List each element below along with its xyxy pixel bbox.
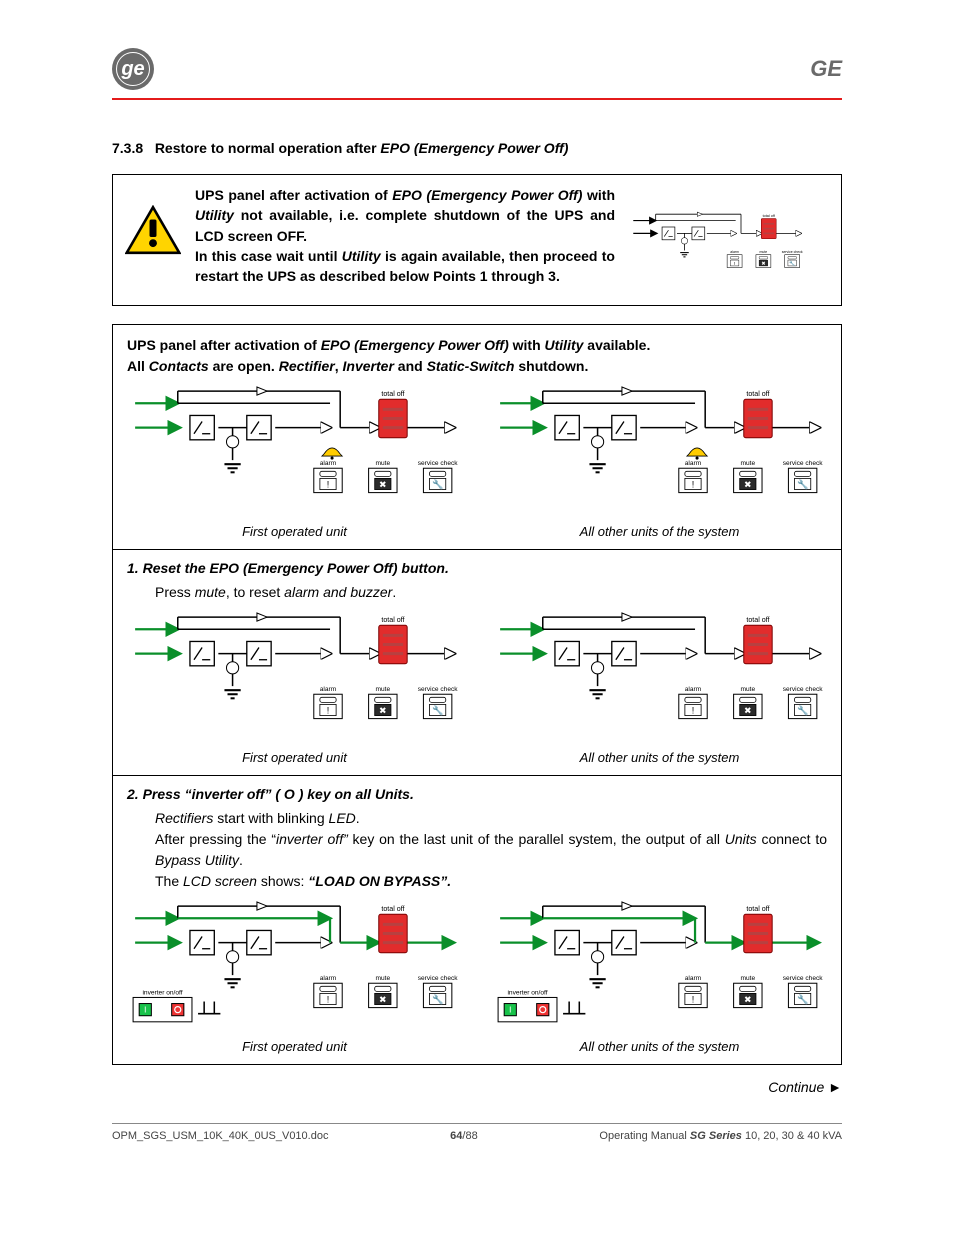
- caption-other: All other units of the system: [492, 524, 827, 539]
- svg-text:alarm: alarm: [685, 975, 702, 982]
- svg-text:mute: mute: [741, 975, 756, 982]
- svg-text:🔧: 🔧: [432, 478, 443, 489]
- svg-text:!: !: [327, 705, 330, 715]
- svg-text:mute: mute: [741, 460, 756, 467]
- svg-text:🔧: 🔧: [432, 993, 443, 1004]
- continue-label: Continue ►: [112, 1079, 842, 1095]
- svg-text:total off: total off: [381, 616, 404, 624]
- section-number: 7.3.8: [112, 140, 143, 156]
- svg-text:🔧: 🔧: [797, 478, 808, 489]
- footer-left: OPM_SGS_USM_10K_40K_0US_V010.doc: [112, 1130, 328, 1142]
- svg-text:!: !: [692, 705, 695, 715]
- caption-first: First operated unit: [127, 524, 462, 539]
- intro-diagram-first: total off alarm! mute ✖ service check 🔧 First…: [127, 385, 462, 539]
- svg-text:!: !: [692, 994, 695, 1004]
- page-footer: OPM_SGS_USM_10K_40K_0US_V010.doc 64/88 O…: [112, 1123, 842, 1142]
- svg-text:service check: service check: [418, 686, 459, 693]
- page-header: ge GE: [112, 48, 842, 90]
- ge-brand-text: GE: [810, 56, 842, 82]
- ge-logo-icon: ge: [112, 48, 154, 90]
- section-title-plain: Restore to normal operation after: [155, 140, 381, 156]
- main-procedure-box: UPS panel after activation of EPO (Emerg…: [112, 324, 842, 1065]
- svg-text:✖: ✖: [744, 994, 752, 1004]
- intro-text: UPS panel after activation of EPO (Emerg…: [127, 335, 827, 377]
- step2-diagram-first: total off alarm! mute ✖ service check 🔧 invert…: [127, 900, 462, 1054]
- svg-text:total off: total off: [381, 390, 404, 398]
- footer-page-number: 64/88: [328, 1130, 599, 1142]
- step2-cell: 2. Press “inverter off” ( O ) key on all…: [113, 775, 841, 1064]
- svg-text:mute: mute: [741, 686, 756, 693]
- svg-text:alarm: alarm: [320, 975, 337, 982]
- svg-text:alarm: alarm: [320, 686, 337, 693]
- svg-text:!: !: [327, 994, 330, 1004]
- svg-text:!: !: [734, 261, 735, 267]
- header-rule: [112, 98, 842, 100]
- intro-cell: UPS panel after activation of EPO (Emerg…: [113, 325, 841, 549]
- svg-text:✖: ✖: [761, 261, 765, 267]
- step1-body: Press mute, to reset alarm and buzzer.: [155, 582, 827, 603]
- svg-text:total off: total off: [763, 214, 776, 218]
- svg-text:service check: service check: [418, 975, 459, 982]
- step2-caption-other: All other units of the system: [492, 1039, 827, 1054]
- svg-text:total off: total off: [746, 390, 769, 398]
- svg-text:alarm: alarm: [685, 460, 702, 467]
- svg-text:service check: service check: [783, 975, 824, 982]
- svg-text:mute: mute: [376, 975, 391, 982]
- svg-text:!: !: [692, 479, 695, 489]
- svg-text:🔧: 🔧: [432, 704, 443, 715]
- svg-text:🔧: 🔧: [797, 704, 808, 715]
- svg-text:total off: total off: [381, 905, 404, 913]
- step1-caption-first: First operated unit: [127, 750, 462, 765]
- warning-text: UPS panel after activation of EPO (Emerg…: [195, 185, 615, 286]
- svg-text:✖: ✖: [379, 994, 387, 1004]
- step1-caption-other: All other units of the system: [492, 750, 827, 765]
- step1-diagram-other: total off alarm! mute ✖ service check 🔧 All o…: [492, 611, 827, 765]
- section-heading: 7.3.8 Restore to normal operation after …: [112, 140, 842, 156]
- svg-text:total off: total off: [746, 905, 769, 913]
- svg-text:✖: ✖: [379, 705, 387, 715]
- step1-diagram-first: total off alarm! mute ✖ service check 🔧 First…: [127, 611, 462, 765]
- warning-triangle-icon: [125, 205, 181, 260]
- step2-caption-first: First operated unit: [127, 1039, 462, 1054]
- step1-cell: 1. Reset the EPO (Emergency Power Off) b…: [113, 549, 841, 775]
- step1-heading: 1. Reset the EPO (Emergency Power Off) b…: [127, 560, 827, 576]
- footer-right: Operating Manual SG Series 10, 20, 30 & …: [599, 1130, 842, 1142]
- svg-text:alarm: alarm: [730, 250, 739, 254]
- svg-text:service check: service check: [418, 460, 459, 467]
- warning-right-diagram: total offalarm!mute✖service check🔧: [629, 185, 829, 295]
- svg-text:service check: service check: [783, 686, 824, 693]
- svg-text:mute: mute: [760, 250, 768, 254]
- svg-text:✖: ✖: [744, 705, 752, 715]
- svg-text:I: I: [144, 1005, 146, 1014]
- step2-heading: 2. Press “inverter off” ( O ) key on all…: [127, 786, 827, 802]
- svg-text:🔧: 🔧: [797, 993, 808, 1004]
- intro-diagram-other: total off alarm! mute ✖ service check 🔧 All o…: [492, 385, 827, 539]
- step2-diagram-other: total off alarm! mute ✖ service check 🔧 invert…: [492, 900, 827, 1054]
- svg-text:mute: mute: [376, 460, 391, 467]
- warning-box: UPS panel after activation of EPO (Emerg…: [112, 174, 842, 306]
- svg-text:I: I: [509, 1005, 511, 1014]
- svg-text:inverter on/off: inverter on/off: [507, 989, 547, 996]
- step2-body: Rectifiers start with blinking LED.After…: [155, 808, 827, 892]
- svg-text:alarm: alarm: [320, 460, 337, 467]
- svg-text:service check: service check: [782, 250, 803, 254]
- svg-text:!: !: [327, 479, 330, 489]
- section-title-em: EPO (Emergency Power Off): [380, 140, 568, 156]
- svg-text:inverter on/off: inverter on/off: [142, 989, 182, 996]
- svg-text:service check: service check: [783, 460, 824, 467]
- svg-text:✖: ✖: [379, 479, 387, 489]
- svg-text:alarm: alarm: [685, 686, 702, 693]
- svg-text:✖: ✖: [744, 479, 752, 489]
- svg-text:mute: mute: [376, 686, 391, 693]
- svg-text:total off: total off: [746, 616, 769, 624]
